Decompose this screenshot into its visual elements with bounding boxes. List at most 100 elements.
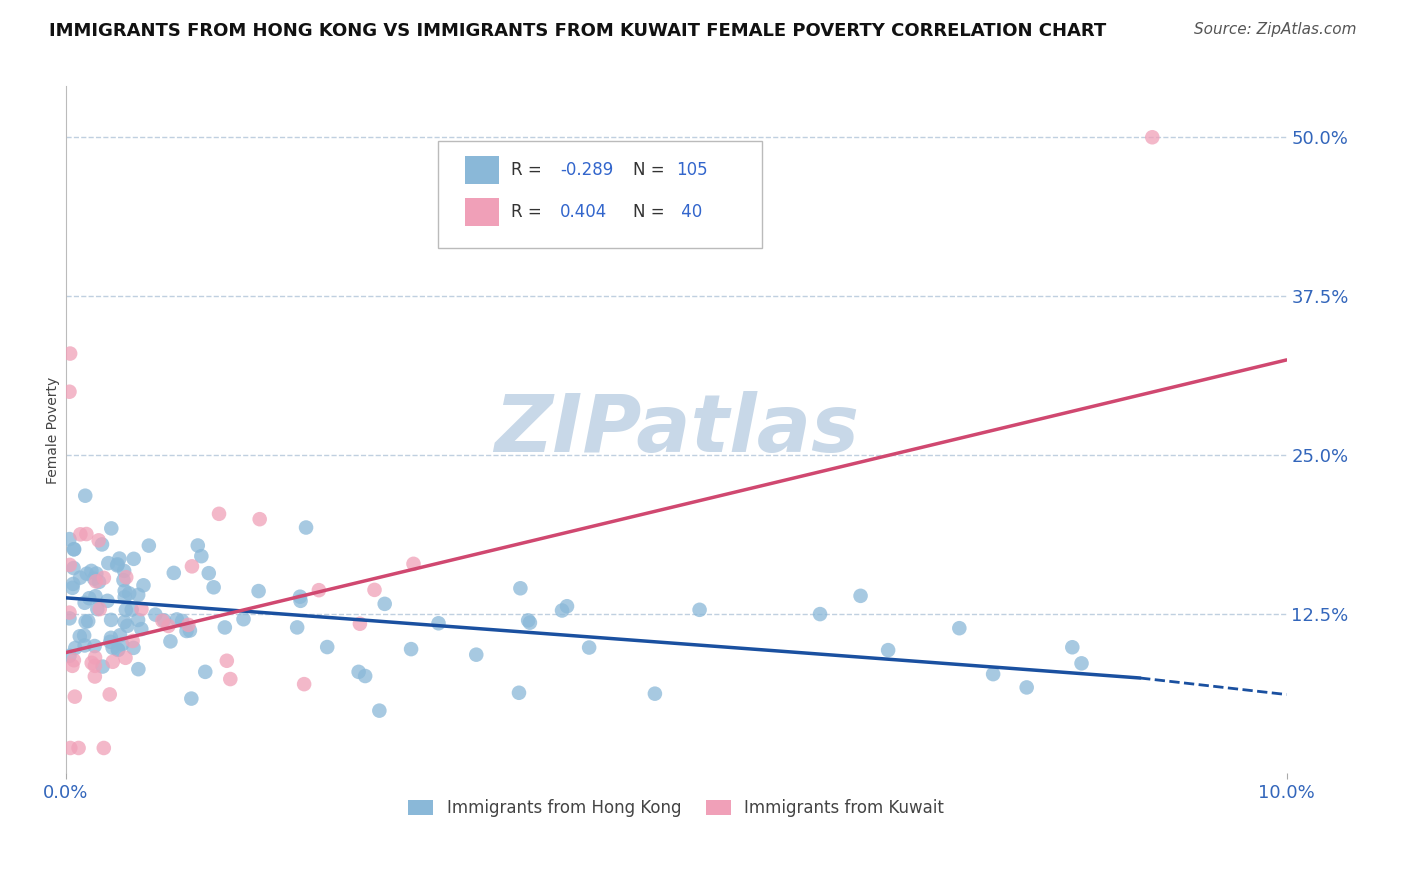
Point [114, 603, 136, 617]
Point [121, 602, 143, 616]
Point [112, 573, 135, 587]
Point [290, 594, 312, 608]
FancyBboxPatch shape [465, 156, 499, 184]
Point [948, 621, 970, 635]
Point [60, 658, 83, 673]
Point [100, 613, 122, 627]
Text: N =: N = [634, 203, 671, 221]
Point [194, 665, 217, 679]
Point [58, 606, 80, 620]
Point [159, 634, 181, 648]
Text: 105: 105 [676, 161, 707, 179]
Point [551, 603, 574, 617]
Point [69, 629, 91, 643]
Point [285, 620, 308, 634]
Point [219, 672, 242, 686]
Point [849, 589, 872, 603]
Point [58, 532, 80, 546]
Point [75, 615, 97, 629]
Point [84, 589, 107, 603]
Text: 40: 40 [676, 203, 703, 221]
Point [108, 551, 131, 566]
Point [249, 512, 271, 526]
Point [578, 640, 600, 655]
Point [91, 659, 114, 673]
Text: Source: ZipAtlas.com: Source: ZipAtlas.com [1194, 22, 1357, 37]
Point [69, 527, 91, 541]
Point [180, 691, 202, 706]
Point [122, 552, 145, 566]
Point [153, 613, 176, 627]
Point [127, 662, 149, 676]
Point [214, 620, 236, 634]
Point [108, 628, 131, 642]
Point [67, 741, 90, 756]
Point [98, 634, 121, 648]
Text: 0.404: 0.404 [560, 203, 607, 221]
Point [114, 650, 136, 665]
Point [374, 597, 396, 611]
Point [465, 648, 488, 662]
Point [288, 590, 311, 604]
Point [73, 596, 96, 610]
Point [93, 741, 115, 756]
Point [107, 642, 129, 657]
Point [127, 613, 149, 627]
Point [59, 346, 82, 360]
Point [354, 669, 377, 683]
Point [58, 611, 80, 625]
Point [347, 665, 370, 679]
Point [91, 537, 114, 551]
Point [177, 618, 200, 632]
Point [100, 631, 122, 645]
Point [1062, 640, 1084, 655]
Point [122, 640, 145, 655]
FancyBboxPatch shape [465, 198, 499, 226]
Point [179, 624, 201, 638]
Point [402, 557, 425, 571]
Point [84, 650, 107, 665]
Point [152, 614, 174, 628]
Point [77, 591, 100, 606]
Point [73, 628, 96, 642]
Point [86, 602, 108, 616]
Point [316, 640, 339, 654]
Point [117, 619, 139, 633]
Point [368, 704, 391, 718]
Point [62, 542, 84, 557]
Point [105, 558, 128, 573]
Point [644, 687, 666, 701]
Point [62, 561, 84, 575]
Point [127, 588, 149, 602]
Point [75, 489, 97, 503]
Point [59, 741, 82, 756]
Point [62, 577, 84, 591]
Point [86, 566, 108, 581]
Point [197, 566, 219, 581]
Point [75, 527, 97, 541]
Legend: Immigrants from Hong Kong, Immigrants from Kuwait: Immigrants from Hong Kong, Immigrants fr… [402, 792, 950, 823]
Point [84, 658, 107, 673]
Point [59, 558, 82, 572]
Point [517, 614, 540, 628]
Point [62, 581, 84, 595]
Point [689, 603, 711, 617]
Point [981, 667, 1004, 681]
Point [101, 655, 124, 669]
Point [73, 639, 96, 653]
Point [114, 583, 136, 598]
Point [107, 643, 129, 657]
Point [1015, 681, 1038, 695]
Point [111, 637, 134, 651]
Point [112, 564, 135, 578]
Point [83, 639, 105, 653]
Point [808, 607, 831, 621]
Point [202, 580, 225, 594]
Text: R =: R = [512, 203, 547, 221]
Point [208, 507, 231, 521]
Point [555, 599, 578, 614]
Point [163, 566, 186, 580]
Point [100, 521, 122, 535]
Point [114, 615, 136, 629]
Point [115, 570, 138, 584]
